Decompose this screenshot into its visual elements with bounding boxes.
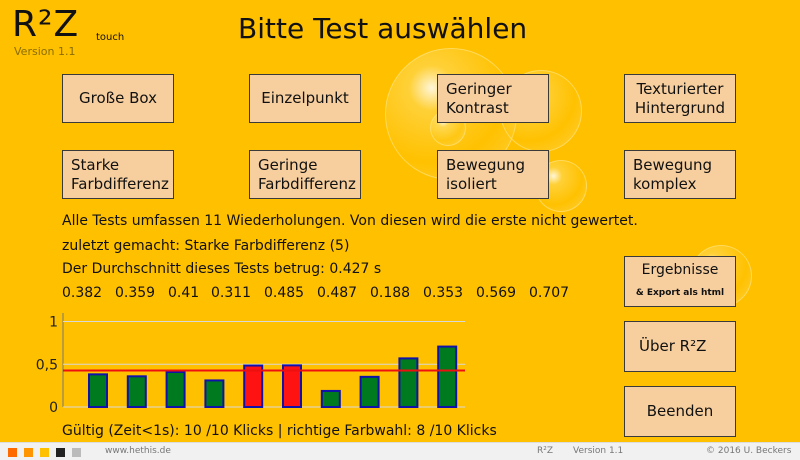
test-button-label: Große Box: [79, 89, 157, 107]
about-button[interactable]: Über R²Z: [624, 321, 736, 372]
time-value: 0.311: [211, 285, 252, 301]
test-button-bewegung-komplex[interactable]: Bewegung komplex: [624, 150, 736, 199]
app-logo: R²Z: [12, 4, 80, 45]
results-export-button[interactable]: Ergebnisse & Export als html: [624, 256, 736, 307]
info-average: Der Durchschnitt dieses Tests betrug: 0.…: [62, 261, 382, 277]
test-button-label: Bewegung isoliert: [446, 155, 526, 193]
quit-button[interactable]: Beenden: [624, 386, 736, 437]
footer-website-link[interactable]: www.hethis.de: [105, 446, 171, 456]
test-button-label: Geringe Farbdifferenz: [258, 155, 356, 193]
time-value: 0.707: [529, 285, 570, 301]
summary-valid-clicks: Gültig (Zeit<1s): 10 /10 Klicks | richti…: [62, 423, 497, 439]
chart-bar: [282, 364, 302, 408]
time-value: 0.569: [476, 285, 517, 301]
info-last-test: zuletzt gemacht: Starke Farbdifferenz (5…: [62, 238, 350, 254]
info-repetitions: Alle Tests umfassen 11 Wiederholungen. V…: [62, 213, 638, 229]
export-html-label: & Export als html: [635, 287, 725, 298]
footer-app-name: R²Z: [537, 446, 554, 456]
about-button-label: Über R²Z: [639, 337, 707, 355]
reaction-time-chart: 00,51: [36, 313, 465, 416]
chart-bar: [437, 345, 458, 408]
test-button-label: Einzelpunkt: [261, 89, 349, 107]
test-button-grosse-box[interactable]: Große Box: [62, 74, 174, 123]
time-value: 0.359: [115, 285, 156, 301]
chart-bar: [88, 373, 108, 408]
footer-color-square: [56, 448, 65, 457]
test-button-texturierter-hintergrund[interactable]: Texturierter Hintergrund: [624, 74, 736, 123]
results-button-label: Ergebnisse: [641, 261, 719, 278]
test-button-geringer-kontrast[interactable]: Geringer Kontrast: [437, 74, 549, 123]
test-button-bewegung-isoliert[interactable]: Bewegung isoliert: [437, 150, 549, 199]
chart-bar: [243, 364, 264, 408]
test-button-label: Bewegung komplex: [633, 155, 713, 193]
footer-copyright: © 2016 U. Beckers: [706, 446, 792, 456]
footer-color-square: [72, 448, 81, 457]
chart-bar: [126, 375, 147, 408]
chart-bar: [359, 375, 380, 409]
page-title: Bitte Test auswählen: [238, 12, 528, 45]
y-tick-label: 1: [49, 315, 58, 331]
test-button-einzelpunkt[interactable]: Einzelpunkt: [249, 74, 361, 123]
chart-bar: [165, 370, 186, 408]
quit-button-label: Beenden: [646, 402, 714, 420]
logo-touch-label: touch: [96, 32, 125, 43]
footer-bar: www.hethis.de R²Z Version 1.1 © 2016 U. …: [0, 442, 800, 460]
time-value: 0.188: [370, 285, 411, 301]
footer-color-square: [8, 448, 17, 457]
chart-bar: [204, 379, 225, 409]
footer-version: Version 1.1: [573, 446, 624, 456]
y-tick-label: 0,5: [36, 357, 58, 373]
test-button-label: Texturierter Hintergrund: [634, 79, 726, 117]
chart-bar: [398, 357, 419, 408]
chart-bar: [320, 389, 341, 409]
test-button-label: Starke Farbdifferenz: [71, 155, 169, 193]
footer-color-square: [40, 448, 49, 457]
test-button-starke-farbdifferenz[interactable]: Starke Farbdifferenz: [62, 150, 174, 199]
time-value: 0.487: [317, 285, 358, 301]
logo-version: Version 1.1: [14, 45, 76, 58]
footer-color-square: [24, 448, 33, 457]
time-value: 0.485: [264, 285, 305, 301]
test-button-label: Geringer Kontrast: [446, 79, 512, 117]
y-tick-label: 0: [49, 400, 58, 416]
time-value: 0.41: [168, 285, 200, 301]
test-button-geringe-farbdifferenz[interactable]: Geringe Farbdifferenz: [249, 150, 361, 199]
time-value: 0.353: [423, 285, 464, 301]
time-value: 0.382: [62, 285, 103, 301]
